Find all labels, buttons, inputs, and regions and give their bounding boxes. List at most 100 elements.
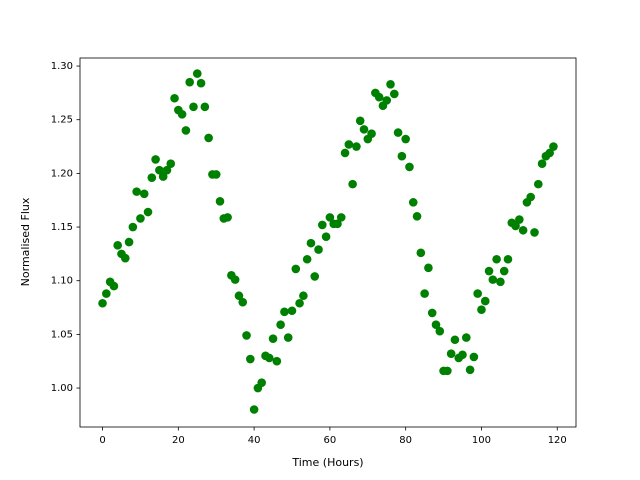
data-point [325,213,335,222]
y-tick-label: 1.00 [51,383,73,394]
data-point [435,326,445,336]
x-tick-label: 100 [472,435,491,446]
data-point [268,334,278,343]
x-tick-label: 40 [248,435,261,446]
data-point [192,69,202,78]
data-point [124,237,134,247]
y-tick-label: 1.05 [51,329,73,340]
data-point [344,140,354,149]
axes-frame [79,57,577,428]
data-point [242,331,251,340]
data-point [393,128,403,137]
data-point [469,352,479,362]
data-point [526,192,536,202]
data-point [151,155,160,164]
x-tick-label: 120 [548,435,567,446]
data-point [223,213,232,222]
data-point [189,102,198,112]
data-point [545,148,554,158]
data-point [431,320,441,330]
data-point [306,238,316,248]
data-point [302,254,312,264]
data-point [102,289,111,298]
data-point [386,79,395,89]
data-point [473,289,482,298]
data-point [264,353,274,363]
data-point [136,214,145,223]
y-tick-label: 1.15 [51,222,73,233]
data-point [177,110,187,119]
data-point [397,151,407,161]
data-point [367,129,376,138]
data-point [412,212,422,221]
data-point [427,308,437,318]
data-point [533,179,543,189]
data-point [283,333,293,342]
data-point [518,225,528,235]
data-point [295,298,304,308]
data-point [249,405,259,414]
x-tick-label: 20 [172,435,185,446]
data-point [211,170,221,179]
data-point [230,275,240,284]
data-point [348,179,357,189]
y-tick-label: 1.25 [51,115,73,126]
data-point [443,366,452,376]
data-point [280,307,289,317]
data-point [113,240,123,250]
data-point [496,277,505,287]
data-point [488,275,498,284]
y-axis-label: Normalised Flux [19,197,32,286]
data-point [480,296,490,306]
data-point [499,266,509,276]
data-point [477,305,486,314]
data-point [333,219,342,229]
data-point [484,266,494,276]
data-point [257,378,266,387]
data-point [310,272,320,281]
data-point [234,291,244,301]
data-point [424,263,433,273]
plot-area [98,69,558,414]
data-point [98,298,107,308]
data-point [238,297,248,307]
data-point [128,222,138,232]
data-point [166,159,176,169]
data-point [352,142,361,151]
x-tick-label: 80 [399,435,412,446]
data-point [374,92,384,102]
data-point [416,248,426,258]
data-point [181,126,191,135]
data-point [291,264,301,274]
data-point [450,335,460,345]
data-point [162,165,172,175]
data-point [215,196,225,206]
data-point [359,125,369,134]
data-point [155,165,164,175]
data-point [120,253,130,263]
data-point [276,320,285,330]
x-tick-label: 60 [324,435,337,446]
data-point [299,291,308,301]
data-point [158,172,168,181]
data-point [272,356,282,366]
data-point [382,96,392,105]
data-point [318,220,327,230]
y-tick-label: 1.30 [51,61,73,72]
data-point [321,232,331,242]
data-point [446,349,456,358]
data-point [246,354,255,364]
data-point [147,173,157,182]
data-point [405,162,414,172]
data-point [462,333,471,342]
y-tick-label: 1.10 [51,276,73,287]
data-point [408,198,418,207]
data-point [287,306,297,316]
data-point [503,254,513,264]
data-point [132,187,141,196]
data-point [530,228,539,237]
y-tick-label: 1.20 [51,168,73,179]
data-point [492,254,501,264]
data-point [196,78,206,88]
data-point [204,133,213,143]
